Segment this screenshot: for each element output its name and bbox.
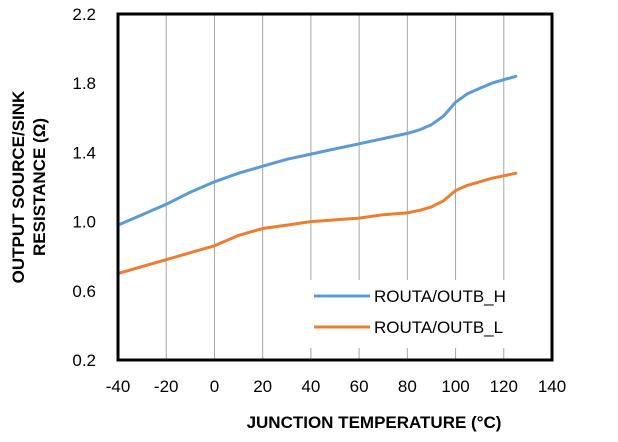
y-tick-label: 0.6 [72, 282, 96, 301]
series-line-0 [116, 74, 518, 227]
series-lines [116, 74, 518, 275]
x-tick-label: -40 [106, 377, 131, 396]
legend-label-routa-outb-l: ROUTA/OUTB_L [374, 318, 503, 337]
x-axis-title: JUNCTION TEMPERATURE (°C) [247, 413, 502, 432]
x-tick-label: 60 [350, 377, 369, 396]
legend-background [304, 280, 548, 348]
plot-frame [116, 12, 554, 362]
x-tick-label: 80 [398, 377, 417, 396]
legend-label-routa-outb-h: ROUTA/OUTB_H [374, 287, 506, 306]
x-tick-label: 120 [490, 377, 518, 396]
x-tick-label: 0 [210, 377, 219, 396]
y-tick-label: 2.2 [72, 5, 96, 24]
series-line-1 [116, 171, 518, 275]
grid-lines [165, 14, 505, 360]
x-tick-label: 40 [301, 377, 320, 396]
y-tick-label: 1.4 [72, 143, 96, 162]
y-tick-label: 1.0 [72, 213, 96, 232]
y-axis-title-line-2: RESISTANCE (Ω) [30, 118, 49, 256]
x-tick-label: 140 [538, 377, 566, 396]
y-tick-labels: 0.2 0.6 1.0 1.4 1.8 2.2 [72, 5, 96, 370]
y-tick-label: 0.2 [72, 351, 96, 370]
x-tick-label: 100 [441, 377, 469, 396]
x-tick-label: 20 [253, 377, 272, 396]
x-tick-label: -20 [154, 377, 179, 396]
y-axis-title-line-1: OUTPUT SOURCE/SINK [9, 90, 28, 283]
x-tick-labels: -40 -20 0 20 40 60 80 100 120 140 [106, 377, 566, 396]
y-tick-label: 1.8 [72, 74, 96, 93]
legend: ROUTA/OUTB_H ROUTA/OUTB_L [304, 280, 548, 348]
